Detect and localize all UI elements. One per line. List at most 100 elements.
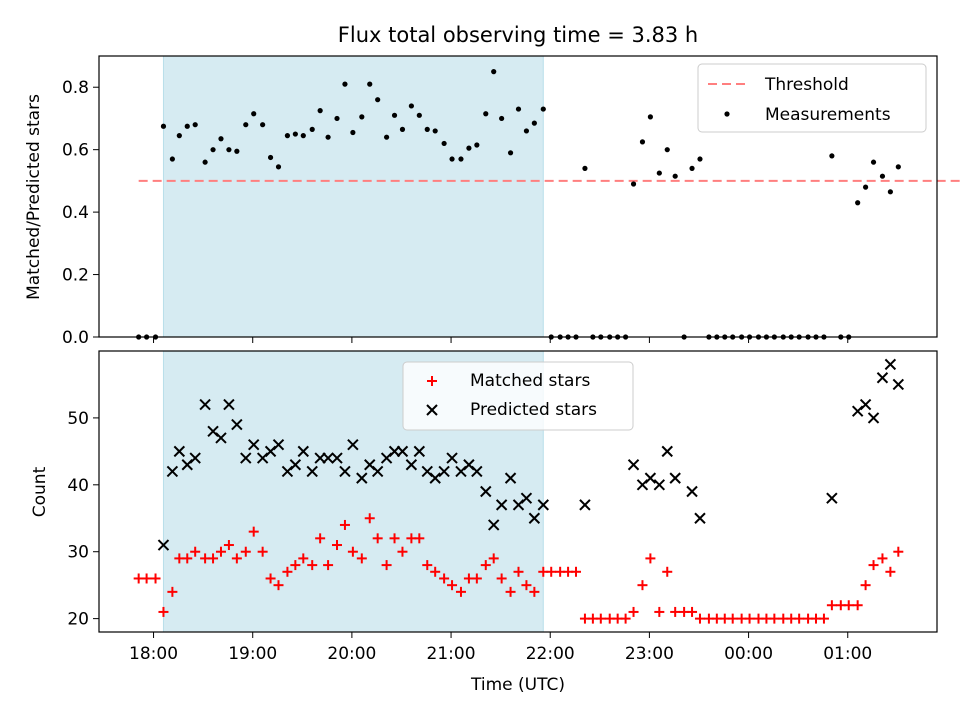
measurement-point xyxy=(367,81,373,87)
predicted-star-x-b xyxy=(306,465,318,478)
predicted-star-point xyxy=(495,499,508,511)
matched-star-point xyxy=(818,613,829,624)
predicted-star-x-b xyxy=(231,418,243,431)
predicted-star-x-b xyxy=(480,485,492,498)
measurement-point xyxy=(515,106,522,112)
x-tick-label: 18:00 xyxy=(129,644,178,664)
matched-star-point xyxy=(860,580,871,591)
matched-star-point xyxy=(654,606,665,617)
x-tick-label: 01:00 xyxy=(823,644,872,664)
matched-star-point xyxy=(150,573,161,584)
predicted-star-x-b xyxy=(166,465,179,478)
measurement-point xyxy=(202,159,208,165)
measurement-point xyxy=(540,106,546,112)
predicted-star-point xyxy=(653,479,666,491)
measurement-point xyxy=(267,154,274,161)
measurement-point xyxy=(507,150,514,156)
count-points xyxy=(133,358,905,624)
predicted-star-x-b xyxy=(867,412,880,424)
predicted-star-x-b xyxy=(248,438,260,451)
predicted-star-x-b xyxy=(686,485,698,498)
measurement-point xyxy=(391,112,398,118)
matched-star-point xyxy=(529,586,540,597)
predicted-star-point xyxy=(446,452,458,464)
predicted-star-point xyxy=(306,465,318,478)
measurement-point xyxy=(672,173,678,179)
predicted-star-x-b xyxy=(520,492,533,504)
matched-star-point xyxy=(505,586,516,597)
predicted-star-x-b xyxy=(405,459,418,471)
matched-star-point xyxy=(471,573,482,584)
matched-star-point xyxy=(273,580,284,591)
predicted-star-x-b xyxy=(157,539,170,551)
predicted-star-point xyxy=(297,445,310,458)
predicted-star-x-b xyxy=(471,465,483,478)
predicted-legend-swatch xyxy=(426,404,438,416)
measurement-point xyxy=(887,189,893,195)
measurement-point xyxy=(523,128,530,134)
measurement-point xyxy=(449,156,455,162)
matched-star-point xyxy=(265,573,276,584)
matched-star-point xyxy=(298,553,309,564)
predicted-star-point xyxy=(356,472,368,484)
top-y-tick-label: 0.2 xyxy=(62,266,89,286)
measurement-point xyxy=(895,164,901,170)
predicted-star-x-b xyxy=(892,378,905,391)
matched-star-point xyxy=(670,606,681,617)
threshold-legend-label: Threshold xyxy=(764,75,849,95)
predicted-star-point xyxy=(189,452,201,464)
measurement-point xyxy=(226,147,232,153)
predicted-star-point xyxy=(487,519,500,531)
matched-star-point xyxy=(240,546,251,557)
matched-star-point xyxy=(158,606,169,617)
predicted-star-x-b xyxy=(339,465,351,478)
matched-star-point xyxy=(248,526,259,537)
predicted-star-point xyxy=(157,539,170,551)
predicted-star-x-b xyxy=(438,465,450,478)
predicted-star-x-b xyxy=(826,492,838,504)
matched-star-point xyxy=(141,573,152,584)
bottom-y-axis-label: Count xyxy=(30,466,50,517)
measurement-point xyxy=(176,133,182,139)
predicted-star-x-b xyxy=(495,499,508,511)
top-y-tick-label: 0.6 xyxy=(62,141,89,161)
predicted-star-point xyxy=(331,452,343,464)
measurement-point xyxy=(639,139,646,145)
predicted-star-point xyxy=(644,472,657,484)
measurement-point xyxy=(432,128,438,134)
bottom-y-tick-label: 50 xyxy=(67,409,89,429)
predicted-star-point xyxy=(240,452,252,464)
matched-star-point xyxy=(182,553,193,564)
predicted-star-x-b xyxy=(371,465,384,478)
matched-star-point xyxy=(645,553,656,564)
bottom-y-tick-label: 40 xyxy=(67,476,89,496)
matched-star-point xyxy=(257,546,268,557)
predicted-star-point xyxy=(438,465,450,478)
measurement-point xyxy=(300,133,306,139)
predicted-star-x-b xyxy=(347,438,359,451)
matched-star-point xyxy=(769,613,780,624)
measurement-point xyxy=(292,131,298,137)
predicted-star-point xyxy=(537,499,549,511)
measurement-point xyxy=(184,123,190,129)
predicted-star-point xyxy=(405,459,418,471)
predicted-star-point xyxy=(322,452,334,464)
bottom-x-ticks: 18:00 19:00 20:00 21:00 22:00 23:00 00:00 01:00 xyxy=(129,632,872,664)
measurement-point xyxy=(251,111,257,117)
x-tick-label: 21:00 xyxy=(427,644,476,664)
measurement-point xyxy=(334,115,340,122)
matched-star-point xyxy=(595,613,606,624)
predicted-star-x-b xyxy=(396,445,409,458)
matched-star-point xyxy=(521,580,532,591)
predicted-star-x-b xyxy=(537,499,549,511)
measurement-point xyxy=(582,165,588,171)
measurement-point xyxy=(829,153,835,159)
measurement-point xyxy=(359,114,365,120)
predicted-star-point xyxy=(669,472,681,484)
predicted-star-x-b xyxy=(413,445,426,458)
predicted-star-x-b xyxy=(223,398,235,411)
predicted-star-point xyxy=(396,445,409,458)
matched-star-point xyxy=(439,573,450,584)
measurement-point xyxy=(416,112,422,118)
